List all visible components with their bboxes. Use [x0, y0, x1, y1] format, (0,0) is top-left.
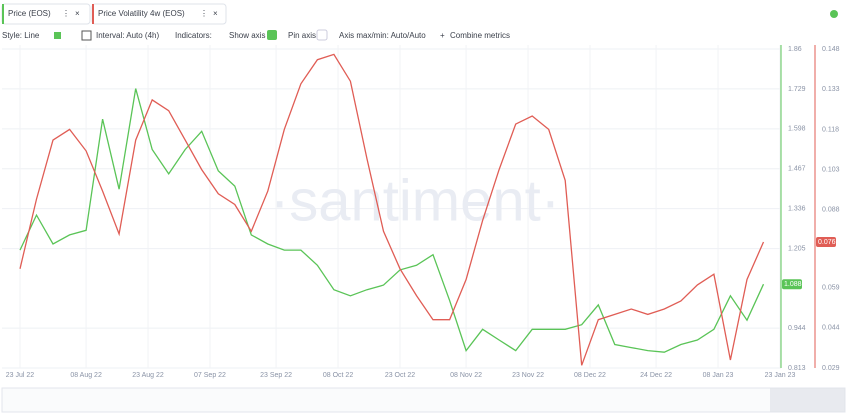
interval-select[interactable]: Interval: Auto (4h) [96, 31, 159, 40]
pin-axis-label: Pin axis [288, 31, 316, 40]
axis-minmax-select[interactable]: Axis max/min: Auto/Auto [339, 31, 426, 40]
y2-tick-label: 0.044 [822, 325, 840, 332]
y-tick-label: 1.729 [788, 86, 806, 93]
navigator-window[interactable] [770, 388, 845, 412]
x-tick-label: 08 Nov 22 [450, 372, 482, 379]
x-tick-label: 23 Oct 22 [385, 372, 415, 379]
y-tick-label: 1.86 [788, 46, 802, 53]
watermark: ·santiment· [270, 168, 560, 233]
navigator[interactable] [1, 387, 846, 413]
last-value-badge [816, 237, 836, 248]
y-tick-label: 1.336 [788, 205, 806, 212]
tab-menu[interactable]: ⋮ [200, 9, 208, 18]
style-select[interactable]: Style: Line [2, 31, 40, 40]
tab-close[interactable]: × [213, 9, 218, 18]
x-tick-label: 23 Jul 22 [6, 372, 35, 379]
y2-tick-label: 0.133 [822, 86, 840, 93]
status-dot [830, 10, 838, 18]
interval-icon [81, 30, 92, 41]
tab-marker [92, 4, 94, 24]
y2-tick-label: 0.088 [822, 207, 840, 214]
x-tick-label: 23 Sep 22 [260, 372, 292, 379]
color-picker[interactable] [54, 32, 61, 39]
combine-metrics[interactable]: Combine metrics [450, 31, 510, 40]
show-axis-checkbox[interactable] [267, 30, 277, 40]
show-axis-label: Show axis [229, 31, 265, 40]
last-value-badge [782, 279, 802, 290]
indicators-select[interactable]: Indicators: [175, 31, 212, 40]
x-tick-label: 08 Jan 23 [703, 372, 734, 379]
series-line [19, 53, 765, 366]
y-tick-label: 1.598 [788, 126, 806, 133]
grid [2, 45, 781, 369]
y2-tick-label: 0.148 [822, 46, 840, 53]
y2-tick-label: 0.059 [822, 284, 840, 291]
pin-axis-checkbox[interactable] [316, 29, 328, 41]
y-tick-label: 1.467 [788, 166, 806, 173]
tab-close[interactable]: × [75, 9, 80, 18]
x-tick-label: 07 Sep 22 [194, 372, 226, 379]
x-tick-label: 23 Nov 22 [512, 372, 544, 379]
x-tick-label: 08 Oct 22 [323, 372, 353, 379]
plot [19, 53, 765, 366]
y-tick-label: 0.944 [788, 325, 806, 332]
y2-tick-label: 0.118 [822, 126, 839, 133]
tab-label: Price (EOS) [8, 9, 51, 18]
x-tick-label: 24 Dec 22 [640, 372, 672, 379]
tab-menu[interactable]: ⋮ [62, 9, 70, 18]
tab-label: Price Volatility 4w (EOS) [98, 9, 185, 18]
y-tick-label: 1.205 [788, 245, 806, 252]
last-value-label: 1.088 [784, 281, 802, 288]
y2-tick-label: 0.103 [822, 166, 840, 173]
x-tick-label: 08 Aug 22 [70, 372, 102, 379]
combine-metrics[interactable]: + [440, 31, 445, 40]
tab-marker [2, 4, 4, 24]
y-tick-label: 0.813 [788, 365, 806, 372]
x-tick-label: 08 Dec 22 [574, 372, 606, 379]
y2-tick-label: 0.029 [822, 365, 840, 372]
x-tick-label: 23 Aug 22 [132, 372, 164, 379]
x-tick-label: 23 Jan 23 [765, 372, 796, 379]
last-value-label: 0.076 [818, 239, 836, 246]
